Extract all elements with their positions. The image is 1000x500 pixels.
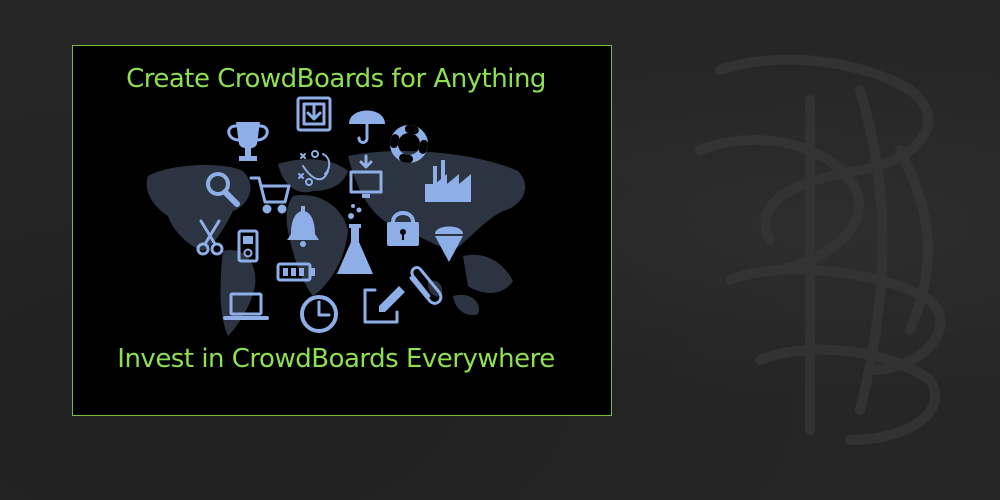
- monitor-download-icon: [349, 154, 383, 198]
- paperclip-icon: [409, 266, 443, 305]
- edit-icon: [363, 286, 405, 324]
- icon-world-map-artwork: [146, 96, 526, 336]
- factory-icon: [425, 160, 471, 202]
- headline-create: Create CrowdBoards for Anything: [126, 64, 546, 94]
- ice-cream-icon: [435, 226, 463, 262]
- laptop-icon: [223, 292, 269, 320]
- media-player-icon: [237, 229, 259, 263]
- download-box-icon: [296, 96, 332, 132]
- strategy-play-icon: [298, 150, 331, 186]
- trophy-icon: [227, 122, 269, 161]
- lifebuoy-icon: [390, 125, 428, 163]
- shopping-cart-icon: [249, 176, 291, 214]
- scissors-icon: [196, 219, 224, 256]
- background-doodle: [695, 54, 946, 445]
- clock-icon: [300, 295, 338, 333]
- flask-icon: [337, 204, 373, 274]
- battery-icon: [276, 262, 315, 282]
- headline-invest: Invest in CrowdBoards Everywhere: [117, 344, 555, 374]
- promo-banner: Create CrowdBoards for Anything Invest i…: [72, 45, 612, 416]
- padlock-icon: [387, 211, 419, 246]
- magnifier-icon: [206, 172, 240, 207]
- bell-icon: [287, 206, 319, 247]
- umbrella-icon: [349, 110, 385, 144]
